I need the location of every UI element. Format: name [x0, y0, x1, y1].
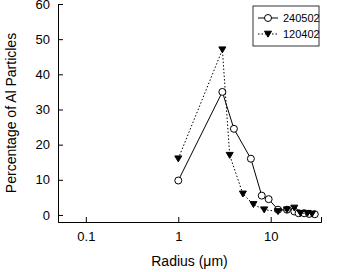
axis-line [59, 217, 322, 223]
y-axis: 0 10 20 30 40 50 60 [36, 0, 63, 223]
marker-shape [230, 125, 237, 132]
marker-shape [250, 202, 257, 208]
x-axis: 0.1 1 10 [59, 217, 322, 244]
x-tick-label: 10 [264, 229, 278, 244]
marker [250, 202, 257, 208]
legend-box [253, 6, 319, 46]
y-axis-title: Percentage of Al Particles [3, 33, 19, 193]
x-tick: 1 [175, 217, 182, 244]
y-tick-label: 0 [43, 208, 50, 223]
marker-shape [265, 196, 272, 203]
y-tick-label: 30 [36, 102, 50, 117]
marker [226, 152, 233, 158]
marker-shape [226, 152, 233, 158]
y-tick-mark [58, 215, 63, 216]
series-line [178, 92, 315, 214]
marker [175, 177, 182, 184]
y-tick-mark [58, 180, 63, 181]
legend-marker-shape [265, 15, 272, 22]
y-tick-label: 60 [36, 0, 50, 12]
y-tick-mark [58, 39, 63, 40]
legend-marker [265, 31, 272, 37]
y-tick: 50 [36, 32, 63, 47]
marker-shape [247, 155, 254, 162]
marker-shape [219, 47, 226, 53]
chart: 0.1 1 10 0 10 20 30 40 50 60 240502 120402 Radius (μ… [0, 0, 351, 272]
y-tick-label: 50 [36, 32, 50, 47]
marker-shape [261, 207, 268, 213]
x-tick: 0.1 [77, 217, 95, 244]
series-group [175, 47, 319, 218]
series-line [178, 50, 312, 214]
y-tick-mark [58, 145, 63, 146]
x-tick-label: 0.1 [77, 229, 95, 244]
y-tick: 10 [36, 172, 63, 187]
marker [265, 196, 272, 203]
x-tick: 10 [264, 217, 278, 244]
legend-marker [265, 15, 272, 22]
marker [247, 155, 254, 162]
marker [309, 211, 316, 217]
y-tick-mark [58, 74, 63, 75]
y-tick: 40 [36, 67, 63, 82]
marker [230, 125, 237, 132]
x-tick-label: 1 [175, 229, 182, 244]
marker-shape [175, 177, 182, 184]
marker [175, 156, 182, 162]
y-tick-mark [58, 4, 63, 5]
x-tick-mark [178, 217, 179, 222]
x-tick-mark [86, 217, 87, 222]
marker-shape [239, 191, 246, 197]
marker-shape [283, 207, 290, 213]
marker [275, 209, 282, 215]
marker-shape [219, 88, 226, 95]
marker-shape [175, 156, 182, 162]
y-tick: 0 [43, 208, 63, 223]
y-tick-label: 40 [36, 67, 50, 82]
axis-line [59, 5, 64, 223]
marker [297, 210, 304, 216]
legend-label: 120402 [283, 28, 320, 40]
y-tick-label: 20 [36, 137, 50, 152]
y-tick-label: 10 [36, 172, 50, 187]
marker [258, 192, 265, 199]
legend-label: 240502 [283, 12, 320, 24]
y-tick: 60 [36, 0, 63, 12]
marker [219, 47, 226, 53]
marker [283, 207, 290, 213]
marker-shape [297, 210, 304, 216]
marker-shape [275, 209, 282, 215]
y-tick: 30 [36, 102, 63, 117]
legend-marker-shape [265, 31, 272, 37]
plot: 0.1 1 10 0 10 20 30 40 50 60 240502 120402 [36, 0, 322, 244]
marker [261, 207, 268, 213]
marker [239, 191, 246, 197]
legend: 240502 120402 [253, 6, 320, 46]
x-axis-title: Radius (μm) [151, 253, 228, 269]
x-tick-mark [271, 217, 272, 222]
marker-shape [309, 211, 316, 217]
marker [219, 88, 226, 95]
y-tick-mark [58, 109, 63, 110]
marker-shape [258, 192, 265, 199]
y-tick: 20 [36, 137, 63, 152]
